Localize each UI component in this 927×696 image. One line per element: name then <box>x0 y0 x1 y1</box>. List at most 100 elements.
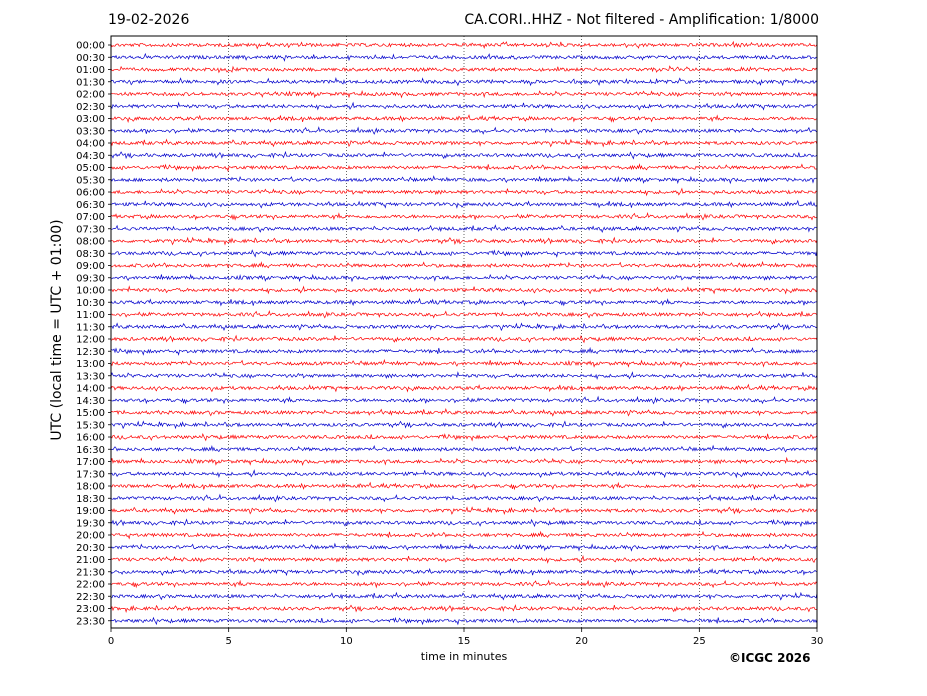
y-tick-label: 09:30 <box>76 273 105 284</box>
trace-row <box>110 456 818 466</box>
trace-row <box>110 114 818 124</box>
trace-row <box>110 567 817 577</box>
trace-row <box>110 469 818 479</box>
trace-row <box>110 224 818 233</box>
y-tick-label: 06:00 <box>76 188 105 199</box>
y-tick-label: 15:30 <box>76 420 105 431</box>
y-tick-label: 12:30 <box>76 347 105 358</box>
y-tick-label: 16:30 <box>76 445 105 456</box>
trace-row <box>110 199 818 209</box>
trace-row <box>110 591 818 601</box>
trace-row <box>110 273 818 283</box>
plot-frame <box>110 35 818 629</box>
trace-row <box>110 211 818 221</box>
y-tick-label: 20:00 <box>76 531 105 542</box>
trace-row <box>110 481 818 491</box>
trace-row <box>110 346 818 356</box>
copyright-text: ©ICGC 2026 <box>729 651 811 665</box>
trace-row <box>110 493 818 503</box>
trace-row <box>110 101 818 111</box>
trace-row <box>110 77 818 87</box>
y-axis-label: UTC (local time = UTC + 01:00) <box>49 219 65 441</box>
x-tick-label: 10 <box>340 636 353 647</box>
trace-row <box>110 322 818 332</box>
y-tick-label: 21:30 <box>76 567 105 578</box>
trace-row <box>110 358 818 368</box>
trace-row <box>110 432 818 442</box>
y-tick-label: 07:30 <box>76 224 105 235</box>
trace-row <box>110 40 818 50</box>
plot-title: CA.CORI..HHZ - Not filtered - Amplificat… <box>464 12 819 28</box>
y-tick-label: 23:00 <box>76 604 105 615</box>
y-tick-label: 08:00 <box>76 237 105 248</box>
trace-row <box>110 616 818 626</box>
y-tick-label: 22:00 <box>76 580 105 591</box>
trace-row <box>110 285 818 295</box>
y-tick-label: 15:00 <box>76 408 105 419</box>
trace-row <box>110 90 818 99</box>
trace-row <box>110 444 818 453</box>
y-tick-label: 11:00 <box>76 310 105 321</box>
trace-row <box>110 150 818 160</box>
trace-row <box>110 126 818 135</box>
x-tick-label: 5 <box>225 636 231 647</box>
y-tick-label: 03:00 <box>76 114 105 125</box>
y-tick-label: 17:00 <box>76 457 105 468</box>
y-tick-label: 10:00 <box>76 286 105 297</box>
y-tick-label: 05:30 <box>76 175 105 186</box>
y-tick-label: 13:30 <box>76 371 105 382</box>
trace-row <box>110 530 818 540</box>
y-tick-label: 14:00 <box>76 384 105 395</box>
y-tick-label: 04:30 <box>76 151 105 162</box>
trace-row <box>110 249 818 258</box>
y-tick-label: 10:30 <box>76 298 105 309</box>
y-tick-label: 06:30 <box>76 200 105 211</box>
trace-row <box>110 554 818 564</box>
x-tick-label: 25 <box>693 636 706 647</box>
y-tick-label: 09:00 <box>76 261 105 272</box>
trace-row <box>110 383 818 393</box>
y-tick-label: 01:00 <box>76 65 105 76</box>
y-tick-label: 21:00 <box>76 555 105 566</box>
trace-row <box>110 52 818 62</box>
trace-row <box>110 579 818 589</box>
y-tick-label: 05:00 <box>76 163 105 174</box>
y-tick-label: 07:00 <box>76 212 105 223</box>
x-tick-label: 30 <box>811 636 824 647</box>
x-tick-label: 0 <box>108 636 114 647</box>
trace-row <box>110 334 818 344</box>
trace-row <box>110 65 818 74</box>
trace-row <box>110 408 818 417</box>
y-tick-label: 12:00 <box>76 335 105 346</box>
trace-row <box>110 518 818 528</box>
trace-row <box>110 371 818 381</box>
trace-row <box>110 395 818 405</box>
y-tick-label: 01:30 <box>76 77 105 88</box>
y-tick-label: 02:00 <box>76 90 105 101</box>
plot-date: 19-02-2026 <box>108 12 190 28</box>
y-tick-label: 18:30 <box>76 494 105 505</box>
trace-row <box>111 420 818 430</box>
y-tick-label: 20:30 <box>76 543 105 554</box>
trace-row <box>110 175 818 185</box>
trace-row <box>110 506 818 515</box>
x-axis-label: time in minutes <box>420 650 508 663</box>
trace-row <box>110 187 818 197</box>
y-tick-label: 08:30 <box>76 249 105 260</box>
y-tick-label: 16:00 <box>76 433 105 444</box>
y-tick-label: 14:30 <box>76 396 105 407</box>
trace-row <box>110 542 818 552</box>
y-tick-label: 19:00 <box>76 506 105 517</box>
y-tick-label: 23:30 <box>76 616 105 627</box>
y-tick-label: 13:00 <box>76 359 105 370</box>
y-tick-label: 18:00 <box>76 482 105 493</box>
y-tick-label: 02:30 <box>76 102 105 113</box>
trace-row <box>110 260 818 269</box>
y-tick-label: 11:30 <box>76 322 105 333</box>
y-tick-label: 17:30 <box>76 469 105 480</box>
trace-row <box>110 604 818 614</box>
y-tick-label: 00:30 <box>76 53 105 64</box>
trace-row <box>110 163 817 173</box>
y-tick-label: 22:30 <box>76 592 105 603</box>
x-tick-label: 20 <box>575 636 588 647</box>
